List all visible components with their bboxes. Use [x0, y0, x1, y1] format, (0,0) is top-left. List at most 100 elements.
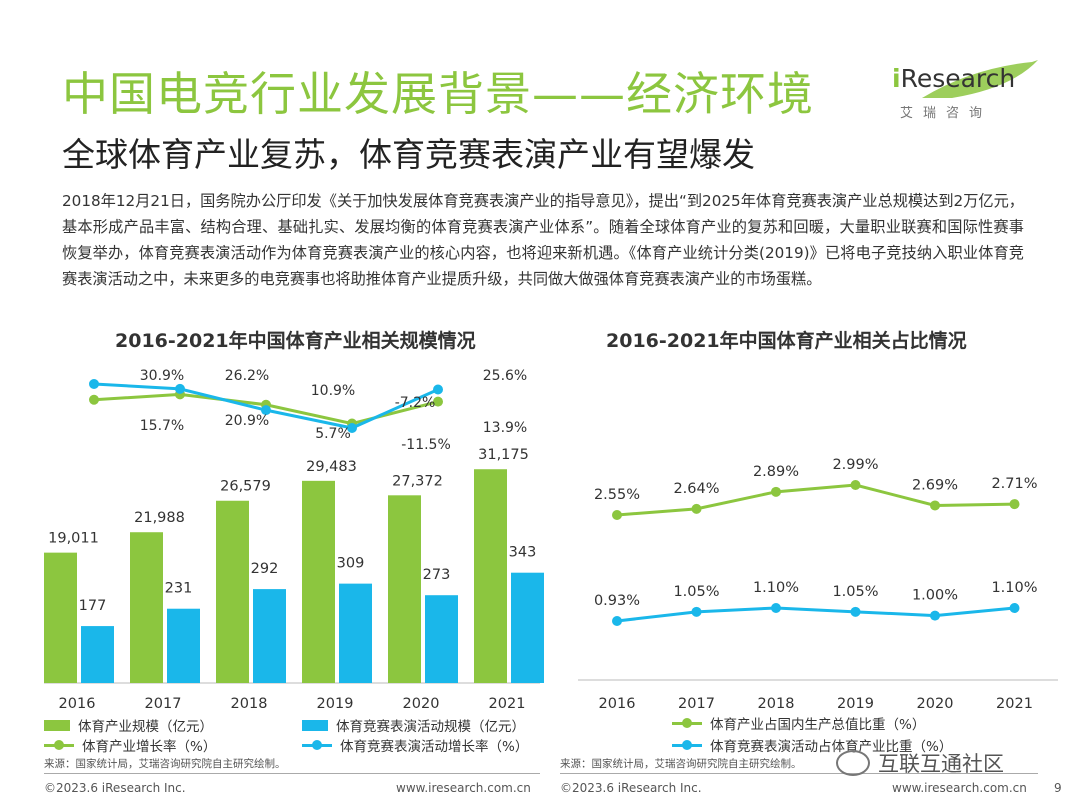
logo-tagline: 艾瑞咨询: [900, 106, 993, 121]
x-tick-label: 2020: [917, 696, 954, 712]
point-gdp-share: [1009, 499, 1020, 510]
legend-label: 体育竞赛表演活动增长率（%）: [340, 739, 529, 755]
legend-label: 体育竞赛表演活动占体育产业比重（%）: [710, 739, 953, 755]
data-label-industry-share: 1.00%: [912, 588, 958, 604]
bar-sports-scale: [130, 532, 163, 683]
legend-item-sports-growth: 体育产业增长率（%）: [44, 735, 216, 755]
line-industry-share: [616, 606, 1015, 623]
data-label-sports-growth: 20.9%: [225, 413, 269, 429]
legend-swatch-green-line: [44, 739, 74, 751]
data-label-competition-scale: 309: [337, 556, 365, 572]
data-label-sports-scale: 29,483: [306, 459, 357, 475]
data-label-competition-growth: 25.6%: [483, 368, 527, 384]
bar-competition-scale: [253, 589, 286, 683]
point-competition-growth: [433, 384, 443, 395]
data-label-competition-growth: 30.9%: [140, 368, 184, 384]
logo-wordmark: iResearch: [892, 64, 1016, 93]
point-industry-share: [850, 606, 861, 617]
data-label-gdp-share: 2.99%: [832, 457, 878, 473]
point-gdp-share: [771, 486, 781, 497]
legend-swatch-blue-line: [302, 739, 332, 751]
data-label-sports-scale: 31,175: [478, 447, 529, 463]
legend-item-competition-scale: 体育竞赛表演活动规模（亿元）: [302, 715, 525, 735]
data-label-competition-scale: 273: [423, 567, 451, 583]
data-label-competition-scale: 177: [79, 598, 107, 614]
bar-sports-scale: [388, 495, 421, 683]
data-label-competition-growth: 5.7%: [315, 426, 351, 442]
bar-competition-scale: [81, 626, 114, 683]
point-competition-growth: [89, 379, 99, 389]
bar-sports-scale: [44, 552, 77, 683]
data-label-sports-growth: 10.9%: [311, 383, 355, 399]
legend-item-gdp-share: 体育产业占国内生产总值比重（%）: [672, 713, 925, 733]
x-tick-label: 2018: [231, 696, 268, 712]
legend-item-industry-share: 体育竞赛表演活动占体育产业比重（%）: [672, 735, 952, 755]
x-tick-label: 2016: [59, 696, 96, 712]
legend-item-sports-scale: 体育产业规模（亿元）: [44, 715, 213, 735]
wechat-icon: [836, 750, 870, 776]
x-tick-label: 2019: [837, 696, 874, 712]
footer-copyright-left: ©2023.6 iResearch Inc.: [44, 781, 186, 795]
legend-label: 体育产业规模（亿元）: [78, 719, 213, 735]
legend-swatch-green-line: [672, 717, 702, 729]
data-label-sports-growth: 15.7%: [140, 418, 184, 434]
bar-competition-scale: [167, 608, 200, 683]
footer-url-right[interactable]: www.iresearch.com.cn: [892, 781, 1027, 795]
point-industry-share: [612, 616, 622, 626]
bar-sports-scale: [302, 480, 335, 683]
point-gdp-share: [850, 480, 861, 490]
bar-sports-scale: [474, 469, 507, 683]
chart-title-scale: 2016-2021年中国体育产业相关规模情况: [115, 330, 476, 352]
data-label-competition-growth: -11.5%: [401, 437, 451, 453]
footer-divider-left: [44, 773, 540, 774]
point-competition-growth: [175, 383, 185, 394]
page-title: 中国电竞行业发展背景——经济环境: [62, 67, 814, 121]
x-tick-label: 2017: [678, 696, 715, 712]
data-label-industry-share: 1.05%: [673, 584, 719, 600]
bar-sports-scale: [216, 500, 249, 683]
point-industry-share: [771, 603, 781, 613]
x-tick-label: 2018: [758, 696, 795, 712]
point-sports-growth: [89, 394, 99, 405]
data-label-industry-share: 1.10%: [753, 580, 799, 596]
footer-copyright-right: ©2023.6 iResearch Inc.: [560, 781, 702, 795]
legend-swatch-blue-line: [672, 739, 702, 751]
footer-divider-right: [560, 773, 1038, 774]
data-label-sports-scale: 21,988: [134, 510, 185, 526]
watermark: 互联互通社区: [836, 748, 1004, 778]
x-tick-label: 2021: [489, 696, 526, 712]
legend-item-competition-growth: 体育竞赛表演活动增长率（%）: [302, 735, 528, 755]
source-note-left: 来源：国家统计局，艾瑞咨询研究院自主研究绘制。: [44, 758, 286, 770]
point-industry-share: [930, 610, 940, 621]
data-label-gdp-share: 2.69%: [912, 477, 958, 493]
data-label-competition-scale: 231: [165, 581, 193, 597]
x-tick-label: 2021: [996, 696, 1033, 712]
bar-competition-scale: [339, 583, 372, 683]
data-label-sports-growth: 13.9%: [483, 420, 527, 436]
x-tick-label: 2020: [403, 696, 440, 712]
legend-label: 体育产业占国内生产总值比重（%）: [710, 717, 926, 733]
data-label-industry-share: 1.05%: [832, 584, 878, 600]
data-label-sports-growth: -7.2%: [395, 395, 436, 411]
intro-paragraph: 2018年12月21日，国务院办公厅印发《关于加快发展体育竞赛表演产业的指导意见…: [62, 192, 1024, 288]
point-gdp-share: [930, 500, 940, 511]
x-tick-label: 2019: [317, 696, 354, 712]
point-gdp-share: [612, 510, 622, 520]
data-label-gdp-share: 2.71%: [991, 476, 1037, 492]
data-label-competition-growth: 26.2%: [225, 368, 269, 384]
watermark-text: 互联互通社区: [878, 752, 1004, 776]
data-label-gdp-share: 2.64%: [673, 481, 719, 497]
legend-label: 体育竞赛表演活动规模（亿元）: [336, 719, 525, 735]
page-subtitle: 全球体育产业复苏，体育竞赛表演产业有望爆发: [62, 135, 755, 174]
line-gdp-share: [616, 483, 1015, 517]
data-label-industry-share: 1.10%: [991, 580, 1037, 596]
iresearch-logo: iResearch 艾瑞咨询: [892, 58, 1042, 121]
bar-competition-scale: [425, 595, 458, 683]
data-label-industry-share: 0.93%: [594, 593, 640, 609]
footer-url-left[interactable]: www.iresearch.com.cn: [396, 781, 531, 795]
data-label-gdp-share: 2.55%: [594, 487, 640, 503]
point-industry-share: [1009, 603, 1020, 613]
legend-label: 体育产业增长率（%）: [82, 739, 217, 755]
point-gdp-share: [691, 503, 702, 514]
